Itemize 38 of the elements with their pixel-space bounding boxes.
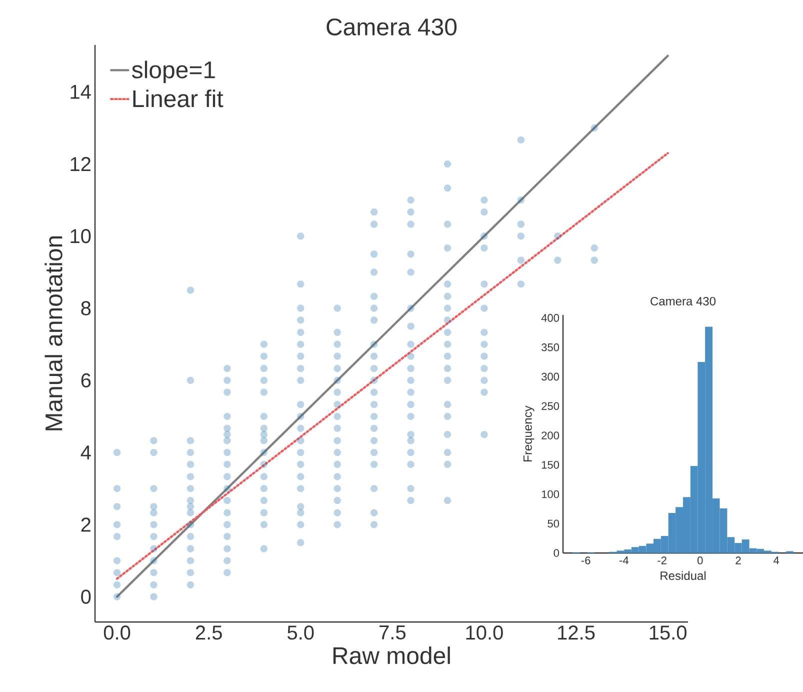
legend-label: slope=1 [132, 60, 215, 84]
x-tick-label: 10.0 [466, 626, 503, 640]
y-tick-label: 350 [542, 343, 560, 352]
y-tick-label: 50 [548, 520, 560, 528]
y-tick-label: 0 [554, 549, 560, 557]
x-tick-label: 0 [698, 556, 703, 564]
x-tick-label: 5.0 [288, 626, 314, 640]
x-tick-label: 0.0 [104, 626, 130, 640]
y-axis-title: Manual annotation [44, 236, 62, 430]
x-tick-label: 7.5 [380, 626, 406, 640]
y-tick-label: 12 [70, 157, 90, 171]
y-tick-label: 300 [542, 372, 560, 381]
y-axis-title: Frequency [524, 406, 534, 462]
y-tick-label: 150 [542, 460, 560, 469]
x-axis-title: Residual [660, 571, 706, 580]
y-tick-label: 250 [542, 402, 560, 410]
chart-title: Camera 430 [650, 296, 716, 306]
y-tick-label: 14 [70, 84, 91, 99]
y-tick-label: 6 [81, 373, 91, 388]
y-tick-label: 2 [81, 518, 90, 532]
x-tick-label: 4 [774, 556, 780, 564]
y-tick-label: 100 [542, 490, 560, 498]
y-tick-label: 400 [541, 314, 560, 322]
y-tick-label: 10 [70, 229, 91, 244]
x-tick-label: -4 [620, 556, 629, 564]
y-tick-label: 8 [81, 301, 91, 316]
y-tick-label: 0 [81, 590, 91, 604]
x-tick-label: 12.5 [558, 626, 595, 640]
x-tick-label: -2 [658, 556, 666, 564]
x-tick-label: 2 [736, 556, 741, 564]
x-tick-label: -6 [581, 556, 590, 564]
x-tick-label: 2.5 [196, 626, 222, 640]
chart-title: Camera 430 [326, 18, 457, 36]
legend-label: Linear fit [133, 90, 224, 108]
y-tick-label: 4 [80, 446, 91, 460]
y-tick-label: 200 [542, 432, 560, 440]
x-tick-label: 15.0 [650, 626, 686, 640]
x-axis-title: Raw model [333, 646, 450, 664]
